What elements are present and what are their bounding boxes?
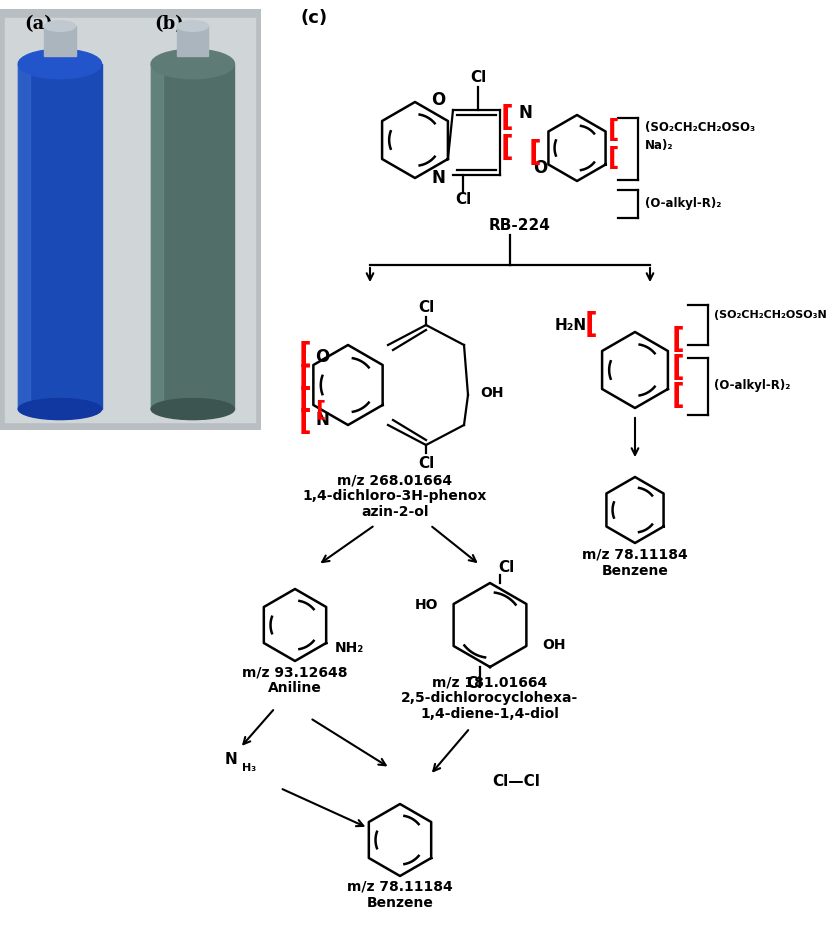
Text: OH: OH — [542, 638, 566, 652]
Text: Cl: Cl — [466, 675, 482, 690]
Ellipse shape — [151, 49, 235, 79]
Text: (SO₂CH₂CH₂OSO₃Na)₂: (SO₂CH₂CH₂OSO₃Na)₂ — [714, 310, 827, 320]
Text: O: O — [533, 159, 547, 177]
Ellipse shape — [151, 399, 235, 420]
Text: Cl: Cl — [418, 455, 434, 471]
Text: [: [ — [609, 118, 619, 142]
Text: (c): (c) — [300, 9, 327, 27]
Text: [: [ — [672, 354, 685, 382]
Text: Benzene: Benzene — [601, 564, 668, 578]
Text: m/z 181.01664: m/z 181.01664 — [433, 675, 547, 689]
Text: [: [ — [299, 341, 312, 369]
Bar — [18, 64, 102, 409]
Bar — [45, 26, 75, 56]
Ellipse shape — [18, 49, 102, 79]
Text: [: [ — [299, 408, 312, 436]
Text: Cl: Cl — [418, 300, 434, 314]
Text: [: [ — [299, 386, 312, 414]
Text: HO: HO — [414, 598, 438, 612]
Text: azin-2-ol: azin-2-ol — [361, 505, 428, 519]
Text: [: [ — [315, 399, 325, 419]
Text: [: [ — [609, 146, 619, 170]
Text: NH₂: NH₂ — [335, 641, 364, 655]
Text: [: [ — [672, 326, 685, 354]
Text: (b): (b) — [155, 16, 184, 33]
Text: RB-224: RB-224 — [489, 217, 551, 232]
Text: OH: OH — [480, 386, 504, 400]
Text: Cl: Cl — [455, 192, 471, 207]
Text: H₂N: H₂N — [555, 317, 587, 332]
Ellipse shape — [18, 399, 102, 420]
Text: Benzene: Benzene — [366, 896, 433, 910]
Text: 2,5-dichlorocyclohexa-: 2,5-dichlorocyclohexa- — [401, 691, 579, 705]
Text: Cl: Cl — [470, 70, 486, 85]
Text: [: [ — [672, 382, 685, 410]
Text: [: [ — [585, 311, 597, 339]
Text: [: [ — [528, 139, 542, 167]
Text: m/z 78.11184: m/z 78.11184 — [582, 548, 688, 562]
Ellipse shape — [177, 21, 208, 31]
Text: m/z 93.12648: m/z 93.12648 — [242, 665, 347, 679]
Text: O: O — [315, 348, 329, 366]
Text: Cl—Cl: Cl—Cl — [492, 774, 540, 790]
Text: m/z 78.11184: m/z 78.11184 — [347, 880, 453, 894]
Text: [: [ — [500, 104, 514, 132]
Text: [: [ — [500, 134, 514, 162]
Bar — [151, 64, 163, 409]
Ellipse shape — [45, 21, 75, 31]
Bar — [177, 26, 208, 56]
Bar — [18, 64, 30, 409]
Text: 1,4-diene-1,4-diol: 1,4-diene-1,4-diol — [421, 707, 559, 721]
Text: Aniline: Aniline — [268, 681, 322, 695]
Bar — [151, 64, 235, 409]
Text: 1,4-dichloro-3H-phenox: 1,4-dichloro-3H-phenox — [303, 489, 487, 503]
Text: N: N — [431, 169, 445, 187]
Text: N: N — [225, 753, 237, 768]
Text: (O-alkyl-R)₂: (O-alkyl-R)₂ — [645, 198, 721, 211]
Text: Na)₂: Na)₂ — [645, 139, 673, 152]
Text: (O-alkyl-R)₂: (O-alkyl-R)₂ — [714, 378, 791, 391]
Text: Cl: Cl — [498, 560, 514, 574]
Text: [: [ — [299, 364, 312, 392]
Text: (SO₂CH₂CH₂OSO₃: (SO₂CH₂CH₂OSO₃ — [645, 121, 755, 134]
Text: (a): (a) — [25, 16, 54, 33]
Text: N: N — [315, 411, 329, 429]
Text: H₃: H₃ — [242, 763, 256, 773]
Text: m/z 268.01664: m/z 268.01664 — [337, 473, 452, 487]
Text: O: O — [431, 91, 445, 109]
Text: N: N — [518, 104, 532, 122]
